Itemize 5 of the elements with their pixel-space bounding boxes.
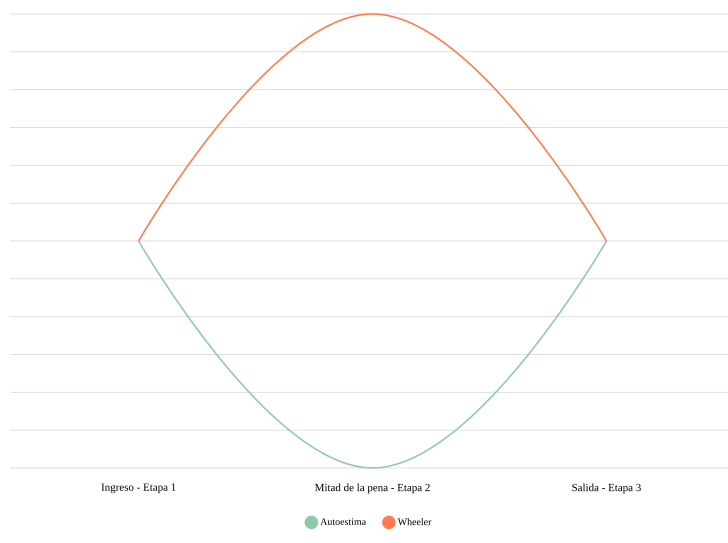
legend-label: Wheeler (398, 518, 432, 526)
x-tick-label: Ingreso - Etapa 1 (101, 484, 176, 494)
x-tick-label: Salida - Etapa 3 (572, 484, 641, 494)
legend-label: Autoestima (320, 518, 366, 526)
x-tick-label: Mitad de la pena - Etapa 2 (315, 484, 430, 494)
